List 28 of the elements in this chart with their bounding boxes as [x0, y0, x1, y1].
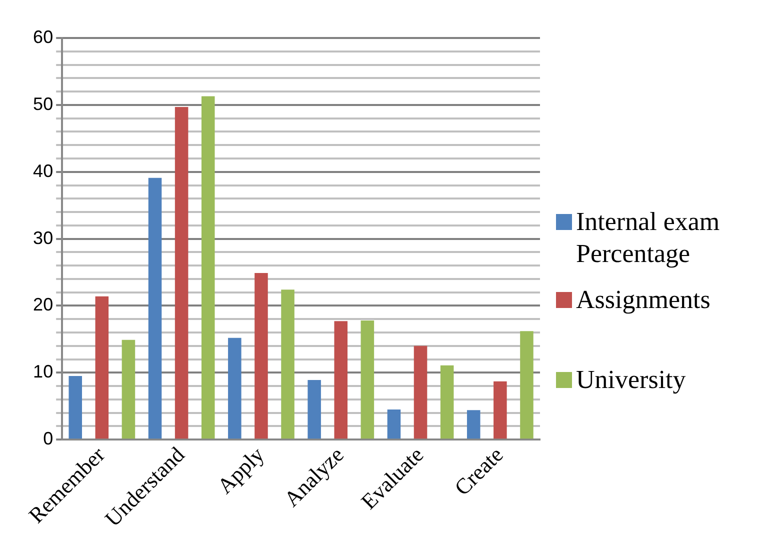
bar [281, 290, 294, 439]
bar [334, 321, 348, 439]
legend-label: Internal exam Percentage [576, 206, 721, 270]
bar [228, 338, 242, 439]
y-tick-label: 0 [43, 428, 54, 449]
bar [440, 365, 454, 439]
bar [466, 410, 480, 439]
bar [308, 380, 321, 439]
bar [95, 296, 109, 439]
legend-label: Assignments [576, 284, 710, 316]
bar [360, 320, 374, 439]
y-tick-label: 60 [33, 26, 54, 47]
bar [174, 106, 188, 439]
y-tick-label: 50 [33, 94, 54, 114]
y-tick-label: 30 [33, 228, 54, 248]
bar [520, 331, 534, 439]
y-tick-label: 20 [33, 294, 54, 315]
bar [254, 272, 268, 439]
y-tick-label: 40 [33, 160, 54, 181]
y-tick-label: 10 [33, 362, 54, 382]
bar [414, 346, 428, 439]
bar [387, 410, 401, 439]
bar [148, 178, 162, 439]
legend-label: University [576, 364, 686, 396]
bar [68, 376, 82, 439]
bar [201, 96, 215, 439]
bar [122, 340, 136, 439]
bar [494, 381, 507, 439]
